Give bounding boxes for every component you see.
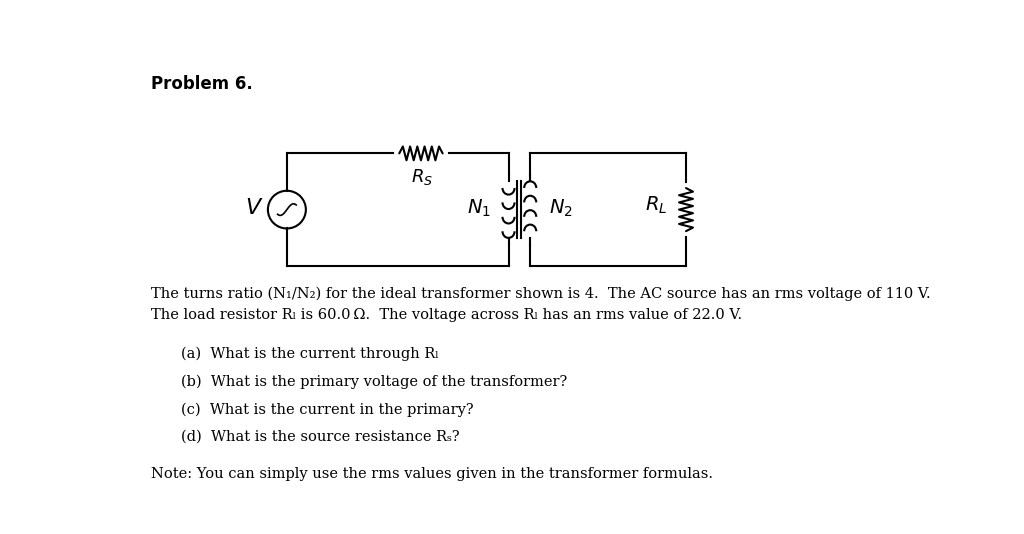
Text: (c)  What is the current in the primary?: (c) What is the current in the primary?: [180, 402, 473, 417]
Text: Note: You can simply use the rms values given in the transformer formulas.: Note: You can simply use the rms values …: [152, 467, 714, 481]
Text: $V$: $V$: [245, 197, 263, 219]
Text: Problem 6.: Problem 6.: [152, 75, 253, 93]
Text: $R_L$: $R_L$: [645, 195, 668, 216]
Text: The load resistor Rₗ is 60.0 Ω.  The voltage across Rₗ has an rms value of 22.0 : The load resistor Rₗ is 60.0 Ω. The volt…: [152, 308, 742, 322]
Text: (a)  What is the current through Rₗ: (a) What is the current through Rₗ: [180, 347, 438, 361]
Text: $R_S$: $R_S$: [412, 167, 433, 187]
Text: (b)  What is the primary voltage of the transformer?: (b) What is the primary voltage of the t…: [180, 374, 567, 389]
Text: (d)  What is the source resistance Rₛ?: (d) What is the source resistance Rₛ?: [180, 430, 460, 444]
Text: $N_2$: $N_2$: [549, 198, 573, 219]
Text: The turns ratio (N₁/N₂) for the ideal transformer shown is 4.  The AC source has: The turns ratio (N₁/N₂) for the ideal tr…: [152, 287, 931, 301]
Text: $N_1$: $N_1$: [467, 198, 492, 219]
